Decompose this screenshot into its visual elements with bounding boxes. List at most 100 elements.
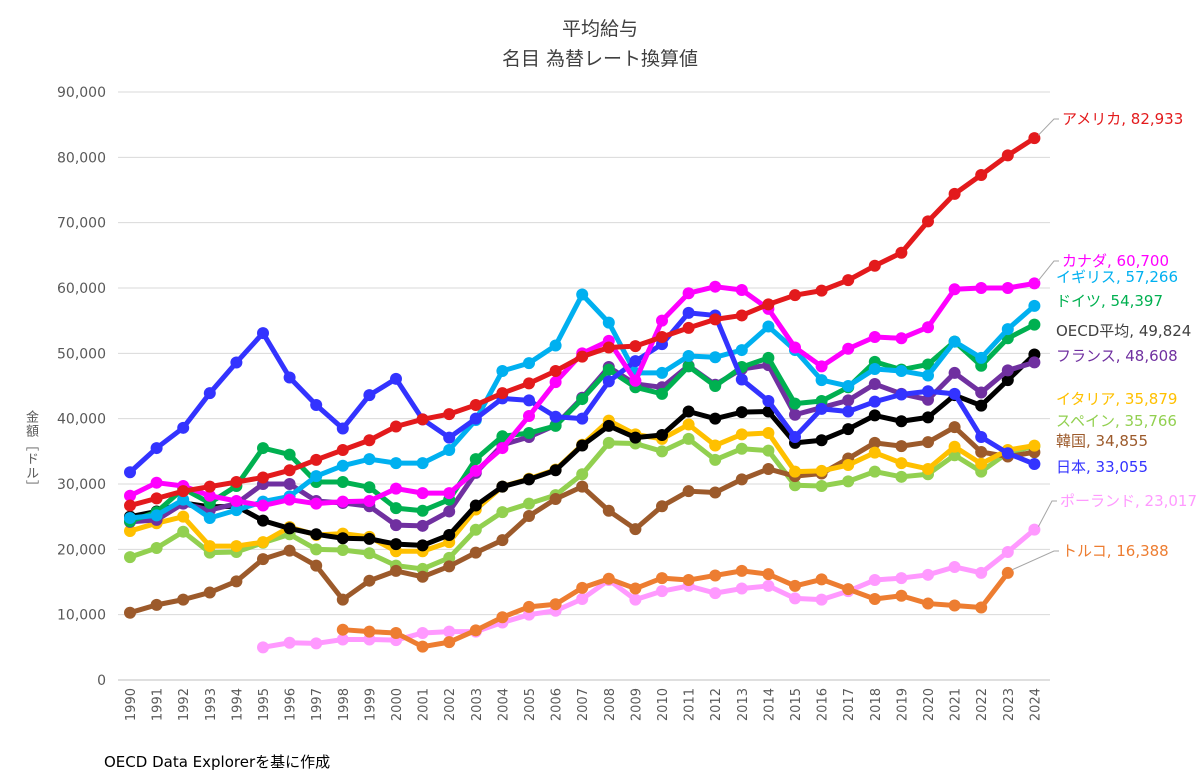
data-point xyxy=(203,540,216,553)
data-point xyxy=(789,397,801,410)
data-point xyxy=(283,636,296,649)
data-point xyxy=(735,442,748,455)
data-point xyxy=(842,405,855,418)
data-point xyxy=(629,431,642,444)
data-point xyxy=(735,406,748,419)
source-note: OECD Data Explorerを基に作成 xyxy=(104,753,331,771)
data-point xyxy=(895,246,908,259)
data-point xyxy=(416,413,429,426)
data-point xyxy=(310,543,323,556)
x-tick-label: 2024 xyxy=(1028,688,1043,721)
data-point xyxy=(1001,566,1014,579)
x-tick-label: 2011 xyxy=(683,688,698,721)
data-point xyxy=(124,466,136,479)
data-point xyxy=(868,363,881,376)
data-point xyxy=(1028,318,1041,331)
data-point xyxy=(523,377,535,390)
data-point xyxy=(177,493,190,506)
data-point xyxy=(602,419,615,432)
data-point xyxy=(948,560,961,573)
data-point xyxy=(496,480,509,493)
data-point xyxy=(842,459,855,472)
data-point xyxy=(1001,364,1014,377)
x-tick-label: 1999 xyxy=(363,688,378,721)
data-point xyxy=(868,436,881,449)
y-tick-label: 0 xyxy=(97,673,106,689)
data-point xyxy=(523,357,535,370)
data-point xyxy=(150,542,163,555)
data-point xyxy=(1001,545,1014,558)
data-point xyxy=(656,387,668,400)
x-tick-label: 2012 xyxy=(709,688,724,721)
series-label: フランス, 48,608 xyxy=(1056,347,1178,365)
x-tick-label: 2014 xyxy=(762,688,777,721)
data-point xyxy=(416,539,429,552)
data-point xyxy=(922,358,934,371)
data-point xyxy=(1028,356,1041,369)
data-point xyxy=(257,514,269,527)
data-point xyxy=(602,436,615,449)
data-point xyxy=(443,625,456,638)
data-point xyxy=(709,486,722,499)
data-point xyxy=(549,419,562,432)
data-point xyxy=(868,259,881,272)
label-leader-line xyxy=(1038,260,1059,281)
y-tick-label: 10,000 xyxy=(57,608,106,624)
data-point xyxy=(922,385,934,398)
x-tick-label: 2015 xyxy=(789,688,804,721)
x-tick-label: 1994 xyxy=(230,688,245,721)
data-point xyxy=(549,493,562,506)
y-tick-label: 30,000 xyxy=(57,477,106,493)
data-point xyxy=(948,440,961,453)
data-point xyxy=(283,544,296,557)
data-point xyxy=(868,378,881,391)
series-label: ポーランド, 23,017 xyxy=(1060,492,1197,510)
data-point xyxy=(975,168,988,181)
data-point xyxy=(203,480,216,493)
data-point xyxy=(975,566,988,579)
data-point xyxy=(656,572,668,585)
data-point xyxy=(709,587,722,600)
data-point xyxy=(629,523,642,536)
data-point xyxy=(283,522,296,535)
data-point xyxy=(815,374,828,387)
data-point xyxy=(496,506,509,519)
data-point xyxy=(656,366,668,379)
chart-subtitle: 名目 為替レート換算値 xyxy=(501,48,699,70)
data-point xyxy=(336,459,349,472)
data-point xyxy=(709,380,722,392)
data-point xyxy=(310,637,323,650)
data-point xyxy=(336,543,349,556)
data-point xyxy=(682,418,695,431)
data-point xyxy=(363,434,376,447)
data-point xyxy=(975,386,988,399)
data-point xyxy=(336,623,349,636)
x-tick-label: 2023 xyxy=(1002,688,1017,721)
x-axis: 1990 1991 1992 1993 1994 1995 1996 1997 1998 1999… xyxy=(124,688,1043,721)
data-point xyxy=(975,445,988,458)
data-point xyxy=(390,626,402,639)
data-point xyxy=(709,280,722,293)
x-tick-label: 1992 xyxy=(177,688,192,721)
data-point xyxy=(523,427,535,440)
data-point xyxy=(443,444,456,457)
data-point xyxy=(629,593,642,606)
data-point xyxy=(496,364,509,377)
data-point xyxy=(257,536,269,549)
data-point xyxy=(815,434,828,447)
data-point xyxy=(656,314,668,327)
x-tick-label: 2010 xyxy=(656,688,671,721)
data-point xyxy=(416,504,429,517)
data-point xyxy=(523,510,535,523)
data-point xyxy=(868,574,881,587)
data-point xyxy=(656,500,668,513)
data-point xyxy=(150,492,163,505)
data-point xyxy=(682,405,695,418)
data-point xyxy=(310,497,323,510)
data-point xyxy=(576,412,589,425)
data-point xyxy=(576,350,589,363)
data-point xyxy=(469,453,482,466)
data-point xyxy=(150,442,163,455)
data-point xyxy=(682,360,695,373)
data-point xyxy=(895,388,908,401)
